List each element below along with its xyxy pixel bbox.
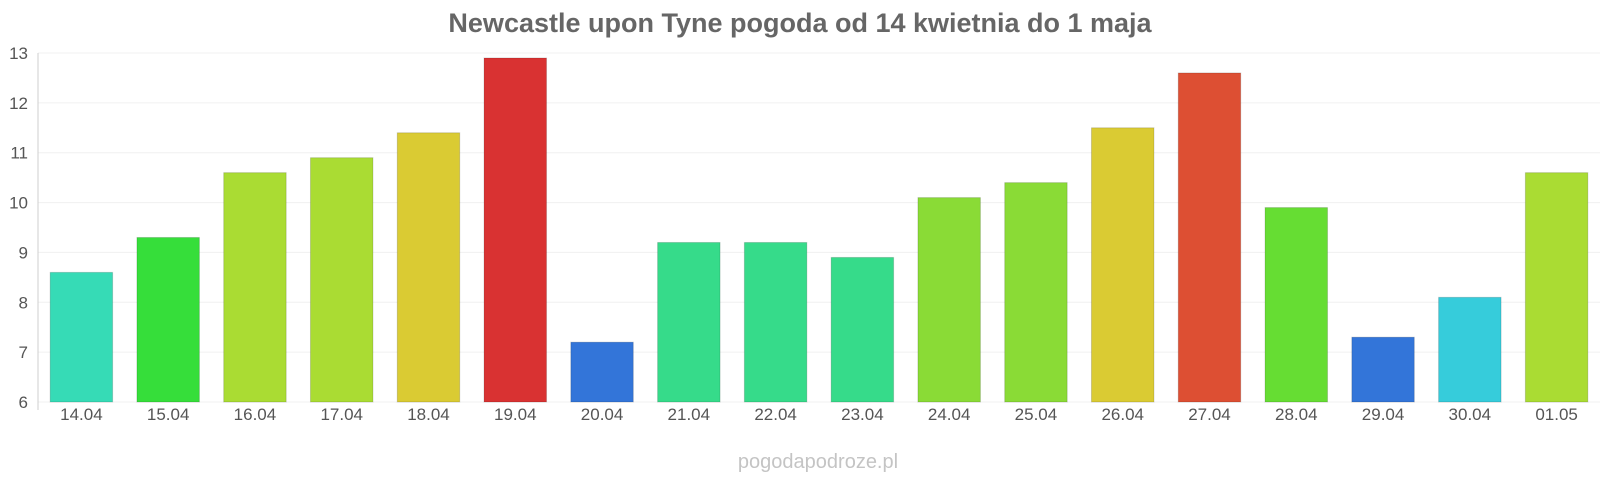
bar-26.04	[1090, 127, 1155, 403]
x-tick-label: 16.04	[234, 405, 277, 424]
bar-20.04	[570, 341, 634, 403]
bar-23.04	[830, 256, 895, 403]
bar-19.04	[483, 57, 548, 403]
bar-14.04	[49, 271, 114, 403]
bar-17.04	[309, 157, 374, 403]
y-tick-label: 8	[19, 293, 28, 312]
x-tick-label: 22.04	[754, 405, 797, 424]
x-tick-label: 26.04	[1101, 405, 1144, 424]
bar-22.04	[743, 241, 808, 403]
x-tick-label: 14.04	[60, 405, 103, 424]
bar-16.04	[223, 172, 287, 403]
x-tick-label: 27.04	[1188, 405, 1231, 424]
x-tick-label: 25.04	[1015, 405, 1058, 424]
bar-01.05	[1524, 172, 1589, 403]
bar-25.04	[1004, 182, 1068, 403]
y-tick-label: 10	[9, 194, 28, 213]
y-axis-ticks: 6 7 8 9 10 11 12 13	[9, 44, 28, 412]
x-tick-label: 20.04	[581, 405, 624, 424]
x-tick-label: 17.04	[320, 405, 363, 424]
x-tick-label: 01.05	[1535, 405, 1578, 424]
bar-21.04	[657, 241, 721, 403]
bar-28.04	[1264, 207, 1329, 403]
x-tick-label: 23.04	[841, 405, 884, 424]
bar-15.04	[136, 236, 200, 403]
x-tick-label: 30.04	[1449, 405, 1492, 424]
y-tick-label: 13	[9, 44, 28, 63]
bar-27.04	[1177, 72, 1242, 403]
chart-title: Newcastle upon Tyne pogoda od 14 kwietni…	[448, 8, 1152, 38]
x-axis-ticks: 14.04 15.04 16.04 17.04 18.04 19.04 20.04 21.04…	[60, 405, 1578, 424]
watermark: pogodapodroze.pl	[738, 451, 898, 473]
bars	[49, 57, 1589, 403]
bar-30.04	[1438, 296, 1502, 403]
y-tick-label: 7	[19, 343, 28, 362]
x-tick-label: 21.04	[668, 405, 711, 424]
x-tick-label: 18.04	[407, 405, 450, 424]
bar-18.04	[396, 132, 461, 403]
bar-29.04	[1351, 336, 1415, 403]
x-tick-label: 19.04	[494, 405, 537, 424]
y-tick-label: 12	[9, 94, 28, 113]
grid-lines	[38, 52, 1600, 403]
x-tick-label: 29.04	[1362, 405, 1405, 424]
x-tick-label: 15.04	[147, 405, 190, 424]
y-tick-label: 6	[19, 393, 28, 412]
x-tick-label: 24.04	[928, 405, 971, 424]
y-tick-label: 9	[19, 243, 28, 262]
bar-24.04	[917, 197, 981, 403]
y-tick-label: 11	[10, 144, 28, 163]
x-tick-label: 28.04	[1275, 405, 1318, 424]
